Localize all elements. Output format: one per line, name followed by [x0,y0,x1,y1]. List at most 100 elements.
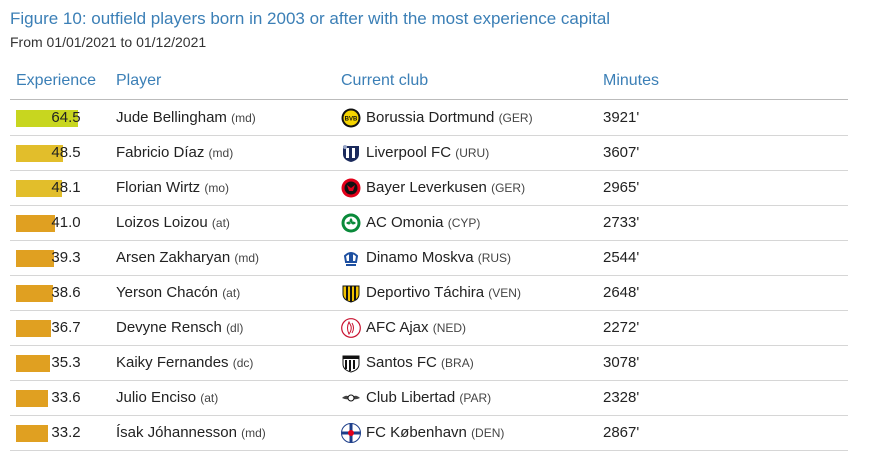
table-row[interactable]: 38.6 Yerson Chacón (at) Deportivo Táchira … [10,275,848,311]
club-cell[interactable]: Santos FC (BRA) [366,354,474,371]
player-name[interactable]: Loizos Loizou [116,214,212,231]
club-cell[interactable]: Club Libertad (PAR) [366,389,491,406]
experience-value: 35.3 [51,354,81,371]
copenhagen-badge-icon [341,423,361,443]
minutes-value: 2733' [603,214,640,231]
player-cell[interactable]: Devyne Rensch (dl) [116,319,243,336]
player-position: (at) [200,391,219,405]
club-cell[interactable]: Bayer Leverkusen (GER) [366,179,525,196]
player-name[interactable]: Fabricio Díaz [116,144,209,161]
minutes-value: 3078' [603,354,640,371]
header-club[interactable]: Current club [341,72,429,89]
table-row[interactable]: 33.6 Julio Enciso (at) Club Libertad (PAR)… [10,380,848,416]
club-cell[interactable]: Deportivo Táchira (VEN) [366,284,521,301]
date-range: From 01/01/2021 to 01/12/2021 [10,34,207,50]
club-cell[interactable]: Borussia Dortmund (GER) [366,109,533,126]
club-country: (RUS) [477,251,512,265]
club-country: (NED) [432,321,467,335]
header-player[interactable]: Player [116,72,162,89]
club-country: (DEN) [471,426,505,440]
player-position: (at) [211,216,230,230]
experience-value: 33.6 [51,389,81,406]
player-cell[interactable]: Loizos Loizou (at) [116,214,230,231]
table-row[interactable]: 64.5 Jude Bellingham (md) BVB Borussia Dort… [10,100,848,136]
player-name[interactable]: Ísak Jóhannesson [116,424,242,441]
leverkusen-badge-icon [341,178,361,198]
experience-value: 36.7 [51,319,81,336]
club-cell[interactable]: AC Omonia (CYP) [366,214,480,231]
header-minutes[interactable]: Minutes [603,72,660,89]
club-cell[interactable]: Liverpool FC (URU) [366,144,489,161]
experience-bar [16,110,78,127]
dinamo-badge-icon [341,248,361,268]
player-position: (md) [231,111,256,125]
player-position: (dl) [226,321,244,335]
experience-bar [16,250,54,267]
ajax-badge-icon [341,318,361,338]
player-position: (md) [241,426,266,440]
club-cell[interactable]: FC København (DEN) [366,424,504,441]
minutes-value: 2867' [603,424,640,441]
experience-value: 33.2 [51,424,81,441]
minutes-value: 2544' [603,249,640,266]
experience-bar [16,285,53,302]
club-country: (URU) [455,146,490,160]
club-name[interactable]: Club Libertad [366,389,456,406]
table-row[interactable]: 36.7 Devyne Rensch (dl) AFC Ajax (NED) 2272… [10,310,848,346]
club-country: (GER) [498,111,533,125]
player-name[interactable]: Julio Enciso [116,389,201,406]
experience-bar [16,425,48,442]
player-cell[interactable]: Arsen Zakharyan (md) [116,249,259,266]
bvb-badge-icon: BVB [341,108,361,128]
experience-value: 38.6 [51,284,81,301]
table-row[interactable]: 48.1 Florian Wirtz (mo) Bayer Leverkusen (… [10,170,848,206]
experience-value: 39.3 [51,249,81,266]
club-country: (CYP) [447,216,481,230]
player-cell[interactable]: Ísak Jóhannesson (md) [116,424,266,441]
santos-badge-icon [341,353,361,373]
player-position: (mo) [204,181,230,195]
club-cell[interactable]: Dinamo Moskva (RUS) [366,249,511,266]
player-name[interactable]: Devyne Rensch [116,319,227,336]
player-name[interactable]: Jude Bellingham [116,109,232,126]
experience-bar [16,355,50,372]
player-cell[interactable]: Julio Enciso (at) [116,389,218,406]
club-name[interactable]: AFC Ajax [366,319,429,336]
player-name[interactable]: Kaiky Fernandes [116,354,233,371]
experience-value: 48.5 [51,144,81,161]
minutes-value: 2965' [603,179,640,196]
player-name[interactable]: Yerson Chacón [116,284,223,301]
club-name[interactable]: Santos FC [366,354,437,371]
table-row[interactable]: 41.0 Loizos Loizou (at) AC Omonia (CYP) 273… [10,205,848,241]
player-cell[interactable]: Kaiky Fernandes (dc) [116,354,253,371]
table-row[interactable]: 33.2 Ísak Jóhannesson (md) FC København (D… [10,415,848,451]
experience-bar [16,390,48,407]
club-name[interactable]: Liverpool FC [366,144,452,161]
minutes-value: 3921' [603,109,640,126]
player-cell[interactable]: Jude Bellingham (md) [116,109,256,126]
club-name[interactable]: Bayer Leverkusen [366,179,487,196]
table-row[interactable]: 39.3 Arsen Zakharyan (md) Dinamo Moskva (R… [10,240,848,276]
experience-bar [16,145,63,162]
minutes-value: 3607' [603,144,640,161]
player-cell[interactable]: Florian Wirtz (mo) [116,179,229,196]
player-cell[interactable]: Fabricio Díaz (md) [116,144,233,161]
club-country: (PAR) [459,391,492,405]
svg-text:BVB: BVB [345,117,358,123]
club-name[interactable]: Deportivo Táchira [366,284,485,301]
experience-bar [16,215,55,232]
player-cell[interactable]: Yerson Chacón (at) [116,284,240,301]
player-name[interactable]: Arsen Zakharyan [116,249,235,266]
player-name[interactable]: Florian Wirtz [116,179,205,196]
club-name[interactable]: Dinamo Moskva [366,249,474,266]
club-name[interactable]: Borussia Dortmund [366,109,495,126]
club-name[interactable]: FC København [366,424,467,441]
tachira-badge-icon [341,283,361,303]
minutes-value: 2328' [603,389,640,406]
club-name[interactable]: AC Omonia [366,214,444,231]
table-row[interactable]: 35.3 Kaiky Fernandes (dc) Santos FC (BRA) 3… [10,345,848,381]
club-cell[interactable]: AFC Ajax (NED) [366,319,466,336]
table-row[interactable]: 48.5 Fabricio Díaz (md) Liverpool FC (URU)… [10,135,848,171]
header-experience[interactable]: Experience [16,72,97,89]
libertad-badge-icon [341,388,361,408]
